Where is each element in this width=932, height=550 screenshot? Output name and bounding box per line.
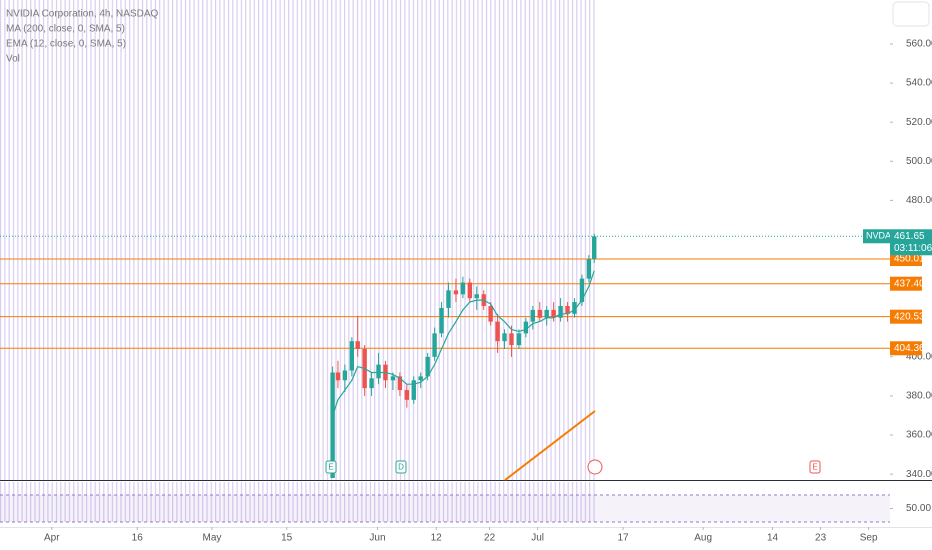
level-tag (890, 309, 922, 324)
candle-body (355, 341, 360, 350)
candle-body (592, 236, 597, 260)
candle-body (335, 372, 341, 381)
split-marker (587, 459, 603, 475)
candle-body (551, 309, 556, 318)
candle-body (460, 282, 466, 295)
price-label: 461.65 (894, 231, 925, 242)
level-label: 450.01 (894, 254, 925, 265)
event-marker[interactable] (809, 460, 821, 474)
event-label: D (398, 463, 404, 472)
candle-body (404, 390, 410, 400)
event-label: E (328, 463, 333, 472)
candle-body (330, 372, 335, 479)
candle-body (369, 378, 374, 389)
level-tag (890, 341, 922, 356)
y-tick-label: 400.00 (906, 351, 932, 362)
x-tick-label: 22 (484, 533, 496, 544)
y-tick-label: 480.00 (906, 195, 932, 206)
x-tick-label: Sep (860, 533, 878, 544)
x-tick-label: 17 (617, 533, 629, 544)
x-tick-label: 15 (281, 533, 293, 544)
candle-body (418, 376, 423, 381)
candle-body (376, 364, 381, 379)
candle-body (467, 282, 473, 299)
y-tick-label: 560.00 (906, 39, 932, 50)
ema-line (332, 270, 595, 416)
symbol-tag (863, 229, 890, 244)
candle-body (439, 307, 444, 334)
level-label: 404.36 (894, 343, 925, 354)
price-tag (890, 229, 932, 256)
candle-body (425, 356, 430, 377)
candle-body (572, 302, 577, 314)
candle-body (530, 309, 536, 322)
candle-body (509, 333, 514, 346)
candle-body (390, 376, 396, 381)
candle-body (586, 259, 592, 279)
y-tick-label: 340.00 (906, 469, 932, 480)
level-tag (890, 252, 922, 267)
candle-body (446, 290, 451, 308)
indicator: Vol (6, 54, 20, 65)
rsi-band (0, 495, 890, 522)
candle-body (488, 305, 493, 322)
level-tag (890, 276, 922, 291)
x-tick-label: Jul (531, 533, 544, 544)
candle-body (349, 341, 355, 371)
x-tick-label: Apr (44, 533, 60, 544)
candle-body (502, 333, 507, 342)
candle-body (544, 309, 549, 318)
x-tick-label: 14 (767, 533, 779, 544)
y-tick-label: 500.00 (906, 156, 932, 167)
x-tick-label: 16 (132, 533, 144, 544)
level-label: 437.40 (894, 278, 925, 289)
candle-body (432, 333, 437, 357)
indicator: EMA (12, close, 0, SMA, 5) (6, 39, 126, 50)
trend-line (504, 410, 596, 481)
candle-body (558, 305, 563, 318)
event-marker[interactable] (325, 460, 337, 474)
candle-body (523, 321, 529, 334)
y-tick-label: 380.00 (906, 391, 932, 402)
session-stripes (0, 0, 595, 480)
x-tick-label: 23 (815, 533, 827, 544)
candle-body (474, 294, 479, 299)
session-stripes (0, 482, 595, 522)
event-label: E (812, 463, 817, 472)
y-tick-label: 360.00 (906, 430, 932, 441)
rsi-level-label: 50.00 (906, 503, 931, 514)
y-tick-label: 520.00 (906, 117, 932, 128)
candle-body (411, 380, 416, 400)
candle-body (453, 290, 459, 295)
candle-body (537, 309, 542, 318)
candle-body (342, 370, 348, 381)
candle-body (397, 376, 403, 391)
candle-body (579, 278, 585, 303)
x-tick-label: May (203, 533, 222, 544)
candle-body (565, 305, 570, 314)
y-tick-label: 540.00 (906, 78, 932, 89)
x-tick-label: 12 (431, 533, 443, 544)
candle-body (495, 321, 500, 342)
settings-box[interactable] (892, 1, 930, 27)
symbol-label: NVDA (866, 231, 891, 241)
level-label: 420.53 (894, 311, 925, 322)
candle-body (516, 333, 522, 346)
event-marker[interactable] (395, 460, 407, 474)
indicator: MA (200, close, 0, SMA, 5) (6, 24, 125, 35)
title: NVIDIA Corporation, 4h, NASDAQ (6, 9, 159, 20)
countdown-label: 03:11:06 (894, 243, 932, 254)
x-tick-label: Jun (369, 533, 385, 544)
x-tick-label: Aug (694, 533, 712, 544)
